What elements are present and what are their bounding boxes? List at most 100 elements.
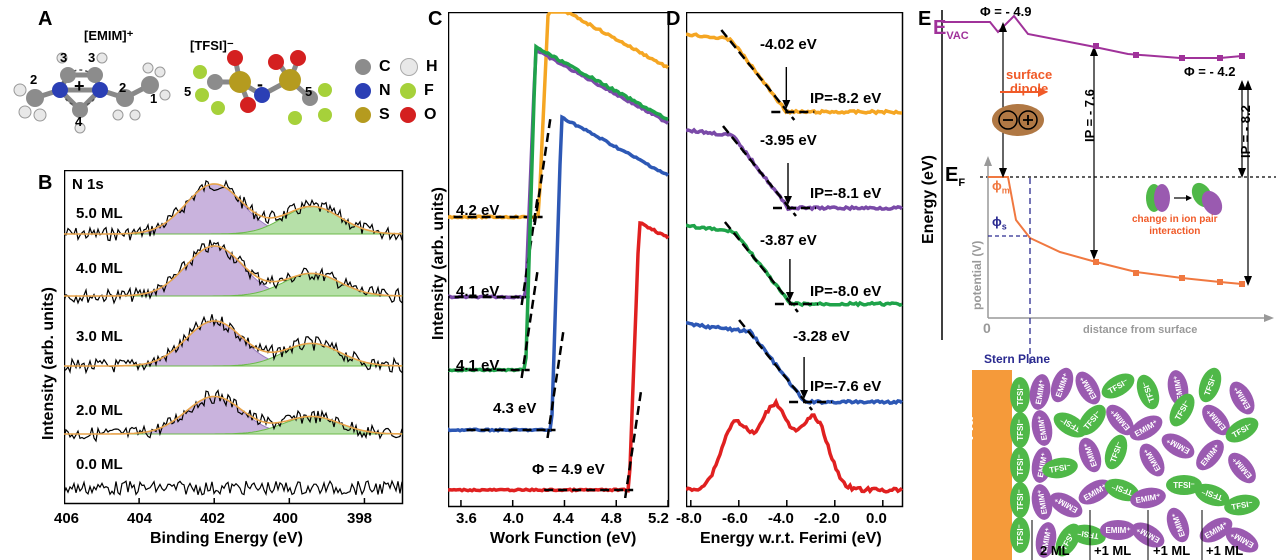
onset-arrow-head	[785, 292, 794, 301]
fit-envelope	[64, 320, 403, 367]
sulfur-ball-icon	[355, 107, 371, 123]
vacuum-level-marker	[1217, 55, 1223, 61]
ion-label: EMIM⁺	[1135, 492, 1161, 505]
x-tick: 404	[127, 510, 153, 527]
y-axis-title: Intensity (arb. units)	[430, 187, 447, 340]
core-level-label: N 1s	[72, 176, 104, 193]
x-tick: -6.0	[722, 510, 748, 527]
substrate-trace	[686, 397, 904, 495]
vacuum-level-marker	[1133, 52, 1139, 58]
emim-ion: EMIM⁺	[1229, 381, 1255, 415]
x-tick: 400	[273, 510, 299, 527]
cutoff-label: Φ = 4.9 eV	[532, 461, 605, 478]
ip-left-label: IP = - 7.6	[1082, 89, 1097, 142]
phi-left-label: Φ = - 4.9	[980, 4, 1032, 19]
atom-number: 2	[30, 72, 38, 87]
ip-right-label: IP = - 8.2	[1238, 105, 1253, 158]
panel-d-valence-band-plot	[686, 12, 904, 508]
emim-ion: EMIM⁺	[1199, 517, 1233, 543]
ion-label: TFSI⁻	[1016, 524, 1025, 546]
tfsi-ion: TFSI⁻	[1169, 393, 1195, 427]
emim-ion: EMIM⁺	[1196, 439, 1224, 471]
tfsi-ion: TFSI⁻	[1166, 475, 1202, 495]
oxygen-ball-icon	[400, 107, 416, 123]
emim-ion: EMIM⁺	[1078, 437, 1102, 473]
x-tick: 0.0	[866, 510, 887, 527]
panel-a-letter: A	[38, 8, 53, 30]
tfsi-ion: TFSI⁻	[1010, 482, 1030, 518]
tfsi-ion: TFSI⁻	[1078, 404, 1106, 436]
emim-ion: EMIM⁺	[1075, 371, 1101, 405]
panel-e-letter: E	[918, 8, 932, 30]
panel-a-molecules	[13, 50, 332, 134]
surface-dipole-label: surface dipole	[1006, 67, 1053, 96]
ion-label: TFSI⁻	[1016, 384, 1025, 406]
vacuum-level-line	[942, 14, 1243, 59]
x-tick: 4.8	[601, 510, 622, 527]
energy-axis-title: Energy (eV)	[920, 155, 937, 244]
tfsi-ion: TFSI⁻	[1010, 377, 1030, 413]
atom-number: 5	[184, 84, 192, 99]
x-axis-title: Energy w.r.t. Ferimi (eV)	[700, 530, 882, 547]
stern-plane-label: Stern Plane	[984, 352, 1051, 366]
plot-frame	[64, 170, 404, 505]
dipole-ellipse	[992, 104, 1044, 136]
emim-ion: EMIM⁺	[1035, 522, 1057, 558]
au-label: Au	[957, 416, 977, 440]
y-axis-title: Intensity (arb. units)	[40, 287, 57, 440]
emim-ion: EMIM⁺	[1225, 527, 1259, 553]
onset-label: -4.02 eV	[760, 36, 817, 53]
onset-label: -3.87 eV	[760, 232, 817, 249]
ip-label: IP=-8.0 eV	[810, 283, 882, 300]
ion-label: EMIM⁺	[1036, 415, 1049, 441]
edge-fit	[546, 329, 565, 439]
emim-ion: EMIM⁺	[1130, 487, 1166, 509]
coverage-label: 2.0 ML	[76, 402, 123, 419]
ion-label: EMIM⁺	[1172, 375, 1185, 401]
edge-fit	[520, 269, 539, 379]
ion-pair-label: change in ion pair interaction	[1132, 214, 1218, 237]
carbon-ball-icon	[355, 59, 371, 75]
ip-label: IP=-8.2 eV	[810, 90, 882, 107]
ion-label: TFSI⁻	[1049, 462, 1072, 475]
x-tick: 406	[54, 510, 80, 527]
tfsi-ion: TFSI⁻	[1198, 367, 1222, 403]
layer-label: +1 ML	[1153, 543, 1191, 558]
legend-f: F	[400, 82, 434, 100]
cutoff-label: 4.2 eV	[456, 202, 500, 219]
x-tick: 5.2	[648, 510, 669, 527]
onset-fit	[738, 319, 814, 411]
phi-m-label: ϕm	[992, 178, 1010, 196]
ip-label: IP=-7.6 eV	[810, 378, 882, 395]
panel-e-energy-diagram: TFSI⁻TFSI⁻TFSI⁻TFSI⁻TFSI⁻EMIM⁺EMIM⁺EMIM⁺…	[941, 10, 1276, 560]
phi-right-label: Φ = - 4.2	[1184, 64, 1236, 79]
fit-envelope	[64, 395, 402, 435]
ion-label: TFSI⁻	[1016, 419, 1025, 441]
onset-arrow-head	[784, 196, 792, 205]
x-axis-title: Work Function (eV)	[490, 530, 637, 547]
edge-fit	[520, 196, 539, 306]
emim-ion: EMIM⁺	[1106, 404, 1134, 436]
layer-label: +1 ML	[1094, 543, 1132, 558]
emim-ion: EMIM⁺	[1202, 404, 1230, 436]
cutoff-label: 4.1 eV	[456, 357, 500, 374]
emim-ion: EMIM⁺	[1050, 367, 1074, 403]
legend-o: O	[400, 106, 436, 124]
emim-ion: EMIM⁺	[1129, 415, 1163, 441]
tfsi-ion: TFSI⁻	[1042, 457, 1078, 479]
onset-label: -3.28 eV	[793, 328, 850, 345]
tfsi-ion: TFSI⁻	[1010, 447, 1030, 483]
tfsi-ion: TFSI⁻	[1104, 434, 1128, 470]
coverage-label: 3.0 ML	[76, 328, 123, 345]
legend-n: N	[355, 82, 391, 100]
tfsi-ion: TFSI⁻	[1070, 524, 1106, 546]
legend-h: H	[400, 58, 438, 76]
nitrogen-ball-icon	[355, 83, 371, 99]
tfsi-ion: TFSI⁻	[1101, 373, 1135, 399]
tfsi-ion: TFSI⁻	[1010, 412, 1030, 448]
emim-molecule	[13, 52, 171, 134]
x-tick: 4.0	[503, 510, 524, 527]
onset-fit	[720, 29, 796, 121]
emim-ion: EMIM⁺	[1139, 443, 1165, 477]
tfsi-ion: TFSI⁻	[1104, 478, 1140, 502]
